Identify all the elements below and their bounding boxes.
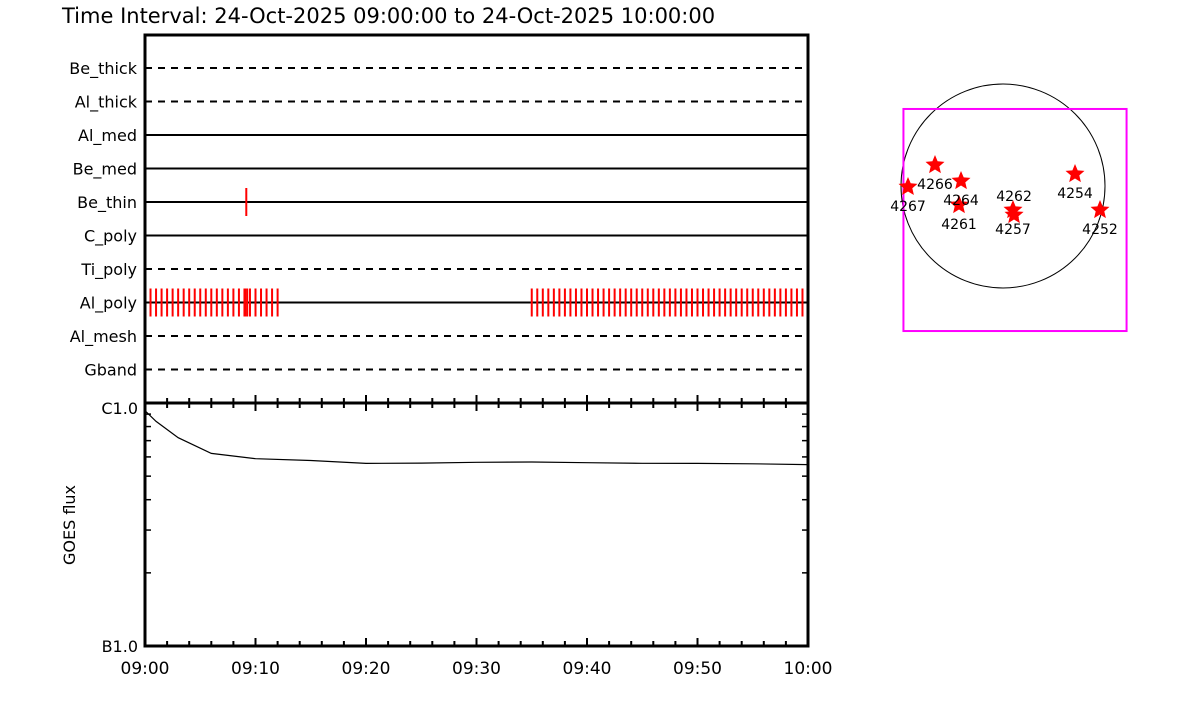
filter-label: Al_mesh — [70, 327, 137, 347]
active-region-label: 4261 — [941, 217, 977, 233]
timeline-frame — [143, 33, 810, 405]
active-region-star-icon — [1065, 164, 1085, 183]
x-tick-label: 10:00 — [784, 659, 833, 679]
active-region-star-icon — [1004, 205, 1024, 224]
x-tick-label: 09:20 — [342, 659, 391, 679]
x-tick-label: 09:40 — [563, 659, 612, 679]
filter-label: C_poly — [84, 227, 137, 247]
active-region-star-icon — [949, 195, 969, 214]
goes-flux-panel: GOES flux 09:00 09:10 09:20 09:30 09:40 09:50… — [60, 395, 833, 679]
active-region-star-icon — [898, 177, 918, 195]
active-region-label: 4266 — [917, 177, 953, 193]
goes-y-label: GOES flux — [60, 485, 79, 565]
chart-title: Time Interval: 24-Oct-2025 09:00:00 to 2… — [61, 4, 715, 28]
active-region-label: 4254 — [1057, 186, 1093, 202]
x-tick-label: 09:30 — [452, 659, 501, 679]
filter-label: Be_med — [73, 160, 137, 180]
x-tick-label: 09:10 — [231, 659, 280, 679]
filter-label: Al_poly — [80, 294, 137, 314]
active-region-label: 4267 — [890, 199, 926, 215]
filter-label: Gband — [84, 361, 137, 380]
active-region-star-icon — [925, 155, 945, 174]
y-tick-label: B1.0 — [102, 637, 138, 656]
active-region-star-icon — [951, 171, 971, 190]
x-tick-label: 09:00 — [121, 659, 170, 679]
fov-box — [902, 107, 1128, 333]
filter-label: Be_thick — [69, 59, 137, 79]
goes-flux-curve — [144, 410, 809, 466]
active-region-star-icon — [1090, 200, 1110, 219]
active-region-label: 4264 — [943, 193, 979, 209]
y-tick-label: C1.0 — [101, 399, 138, 418]
active-region-label: 4257 — [995, 222, 1031, 238]
filter-label: Al_thick — [75, 93, 138, 113]
filter-label: Al_med — [78, 126, 137, 146]
filter-label: Be_thin — [77, 193, 137, 213]
filter-label: Ti_poly — [80, 260, 137, 280]
x-tick-label: 09:50 — [673, 659, 722, 679]
active-region-label: 4252 — [1082, 222, 1118, 238]
active-region-label: 4262 — [996, 189, 1032, 205]
goes-frame — [143, 401, 810, 648]
filter-timeline-panel: Be_thick Al_thick Al_med Be_med Be_thin C_pol… — [69, 33, 810, 405]
